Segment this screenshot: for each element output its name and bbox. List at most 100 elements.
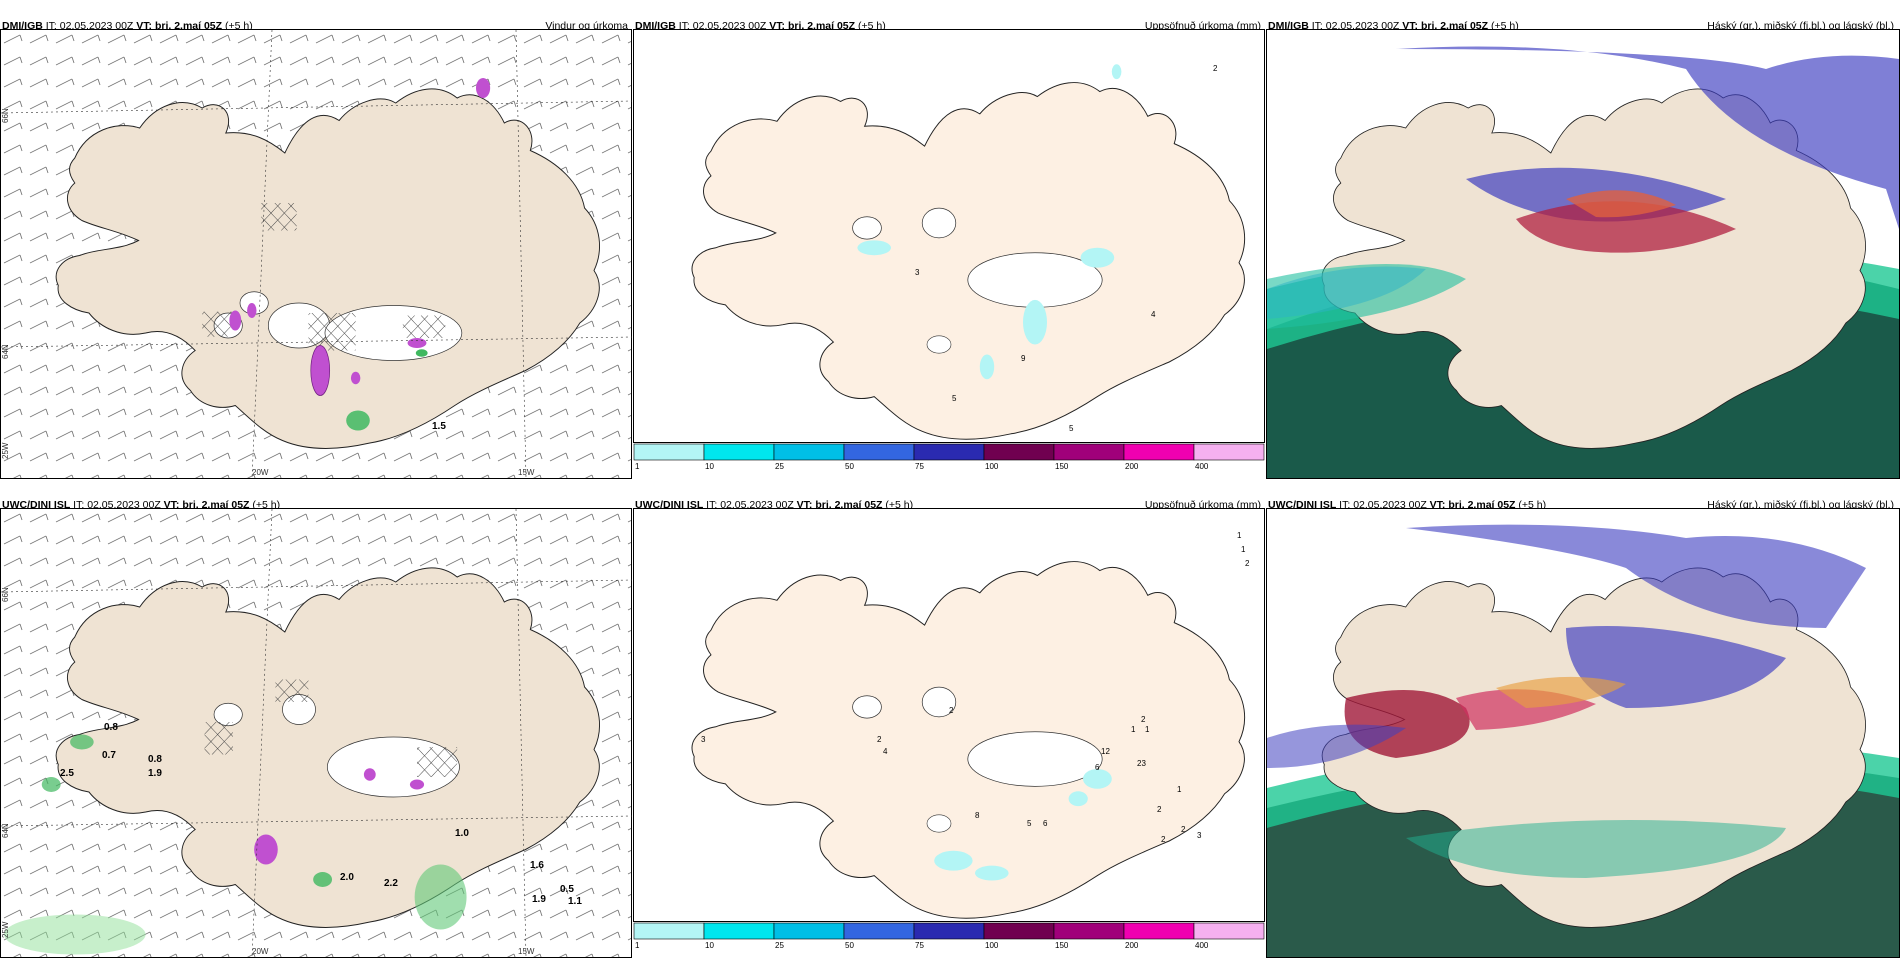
- colorbar-label: 75: [915, 941, 924, 950]
- accum-precip-map: 1 1 2 3 2 4 2 2 1 1 12 6 23 8 5 6 1 2 2 …: [633, 508, 1265, 922]
- colorbar-swatch: [1053, 443, 1125, 461]
- wind-precip-map: 66N 64N 25W 20W 15W 0.8 0.7 0.8 2.5 1.9 …: [0, 508, 632, 958]
- precip-value: 0.8: [148, 754, 162, 765]
- colorbar-swatch: [773, 922, 845, 940]
- it-label: IT:: [678, 20, 690, 32]
- lon-label-15w: 15W: [518, 947, 535, 956]
- accum-precip-map: 2 3 4 9 5 5: [633, 29, 1265, 443]
- precip-value: 1.1: [568, 896, 582, 907]
- precip-label: 6: [1043, 819, 1048, 828]
- it-label: IT:: [1311, 20, 1323, 32]
- lon-label-25w: 25W: [1, 921, 10, 938]
- lon-label-20w: 20W: [252, 947, 269, 956]
- colorbar-label: 1: [635, 462, 640, 471]
- precip-value: 0.5: [560, 884, 574, 895]
- colorbar-swatch: [843, 922, 915, 940]
- it-label: IT:: [73, 499, 85, 511]
- colorbar-label: 150: [1055, 462, 1069, 471]
- precip-label: 2: [877, 735, 882, 744]
- colorbar-label: 400: [1195, 941, 1209, 950]
- colorbar-swatch: [1123, 443, 1195, 461]
- colorbar-swatch: [1193, 922, 1265, 940]
- precip-label: 2: [1141, 715, 1146, 724]
- panel-accum-precip-uwc: UWC/DINI ISL IT: 02.05.2023 00Z VT: þri.…: [633, 492, 1265, 958]
- colorbar-swatch: [703, 443, 775, 461]
- precip-label: 2: [1157, 805, 1162, 814]
- it-label: IT:: [706, 499, 718, 511]
- colorbar-swatch: [1053, 922, 1125, 940]
- precip-label: 5: [1027, 819, 1032, 828]
- precip-label: 9: [1021, 354, 1026, 363]
- colorbar-swatch: [633, 443, 705, 461]
- colorbar-label: 100: [985, 462, 999, 471]
- lon-label-25w: 25W: [1, 442, 10, 459]
- precip-value: 2.5: [60, 768, 74, 779]
- panel-wind-precip-dmi: DMI/IGB IT: 02.05.2023 00Z VT: þri. 2.ma…: [0, 13, 632, 479]
- lat-label-64n: 64N: [1, 823, 10, 838]
- precip-label: 1: [1131, 725, 1136, 734]
- precip-label: 2: [1181, 825, 1186, 834]
- colorbar-label: 25: [775, 941, 784, 950]
- lat-label-64n: 64N: [1, 344, 10, 359]
- precip-value: 1.9: [148, 768, 162, 779]
- precip-label: 2: [1213, 64, 1218, 73]
- colorbar-label: 75: [915, 462, 924, 471]
- precip-value: 2.2: [384, 878, 398, 889]
- precip-value: 1.5: [432, 421, 446, 432]
- panel-wind-precip-uwc: UWC/DINI ISL IT: 02.05.2023 00Z VT: þri.…: [0, 492, 632, 958]
- cloud-cover-map: [1266, 29, 1900, 479]
- precip-colorbar: 1 10 25 50 75 100 150 200 400: [633, 922, 1265, 950]
- precip-label: 1: [1145, 725, 1150, 734]
- precip-label: 3: [701, 735, 706, 744]
- colorbar-swatch: [913, 443, 985, 461]
- panel-clouds-uwc: UWC/DINI ISL IT: 02.05.2023 00Z VT: þri.…: [1266, 492, 1900, 958]
- precip-value: 1.0: [455, 828, 469, 839]
- colorbar-label: 150: [1055, 941, 1069, 950]
- colorbar-label: 25: [775, 462, 784, 471]
- colorbar-swatch: [983, 443, 1055, 461]
- colorbar-label: 10: [705, 462, 714, 471]
- it-label: IT:: [45, 20, 57, 32]
- colorbar-swatch: [633, 922, 705, 940]
- lon-label-20w: 20W: [252, 468, 269, 477]
- colorbar-swatch: [1193, 443, 1265, 461]
- colorbar-swatch: [703, 922, 775, 940]
- lat-label-66n: 66N: [1, 108, 10, 123]
- precip-label: 5: [952, 394, 957, 403]
- precip-label: 6: [1095, 763, 1100, 772]
- panel-accum-precip-dmi: DMI/IGB IT: 02.05.2023 00Z VT: þri. 2.ma…: [633, 13, 1265, 479]
- precip-label: 8: [975, 811, 980, 820]
- precip-label: 4: [1151, 310, 1156, 319]
- colorbar-swatch: [773, 443, 845, 461]
- precip-label: 1: [1177, 785, 1182, 794]
- precip-label: 2: [1161, 835, 1166, 844]
- it-label: IT:: [1339, 499, 1351, 511]
- cloud-cover-map: [1266, 508, 1900, 958]
- colorbar-label: 400: [1195, 462, 1209, 471]
- precip-value: 0.8: [104, 722, 118, 733]
- colorbar-swatch: [1123, 922, 1195, 940]
- colorbar-label: 50: [845, 462, 854, 471]
- lat-label-66n: 66N: [1, 587, 10, 602]
- precip-value: 1.6: [530, 860, 544, 871]
- colorbar-swatch: [843, 443, 915, 461]
- precip-label: 3: [915, 268, 920, 277]
- precip-label: 12: [1101, 747, 1110, 756]
- precip-label: 23: [1137, 759, 1146, 768]
- precip-value: 1.9: [532, 894, 546, 905]
- colorbar-svg: 1 10 25 50 75 100 150 200 400: [633, 443, 1265, 471]
- precip-colorbar: 1 10 25 50 75 100 150 200 400: [633, 443, 1265, 471]
- colorbar-svg: 1 10 25 50 75 100 150 200 400: [633, 922, 1265, 950]
- wind-precip-map: 66N 64N 25W 20W 15W 1.5: [0, 29, 632, 479]
- precip-label: 3: [1197, 831, 1202, 840]
- colorbar-label: 200: [1125, 941, 1139, 950]
- colorbar-label: 100: [985, 941, 999, 950]
- panel-clouds-dmi: DMI/IGB IT: 02.05.2023 00Z VT: þri. 2.ma…: [1266, 13, 1900, 479]
- precip-value: 2.0: [340, 872, 354, 883]
- lon-label-15w: 15W: [518, 468, 535, 477]
- precip-label: 4: [883, 747, 888, 756]
- precip-value: 0.7: [102, 750, 116, 761]
- precip-label: 1: [1241, 545, 1246, 554]
- colorbar-label: 200: [1125, 462, 1139, 471]
- precip-label: 1: [1237, 531, 1242, 540]
